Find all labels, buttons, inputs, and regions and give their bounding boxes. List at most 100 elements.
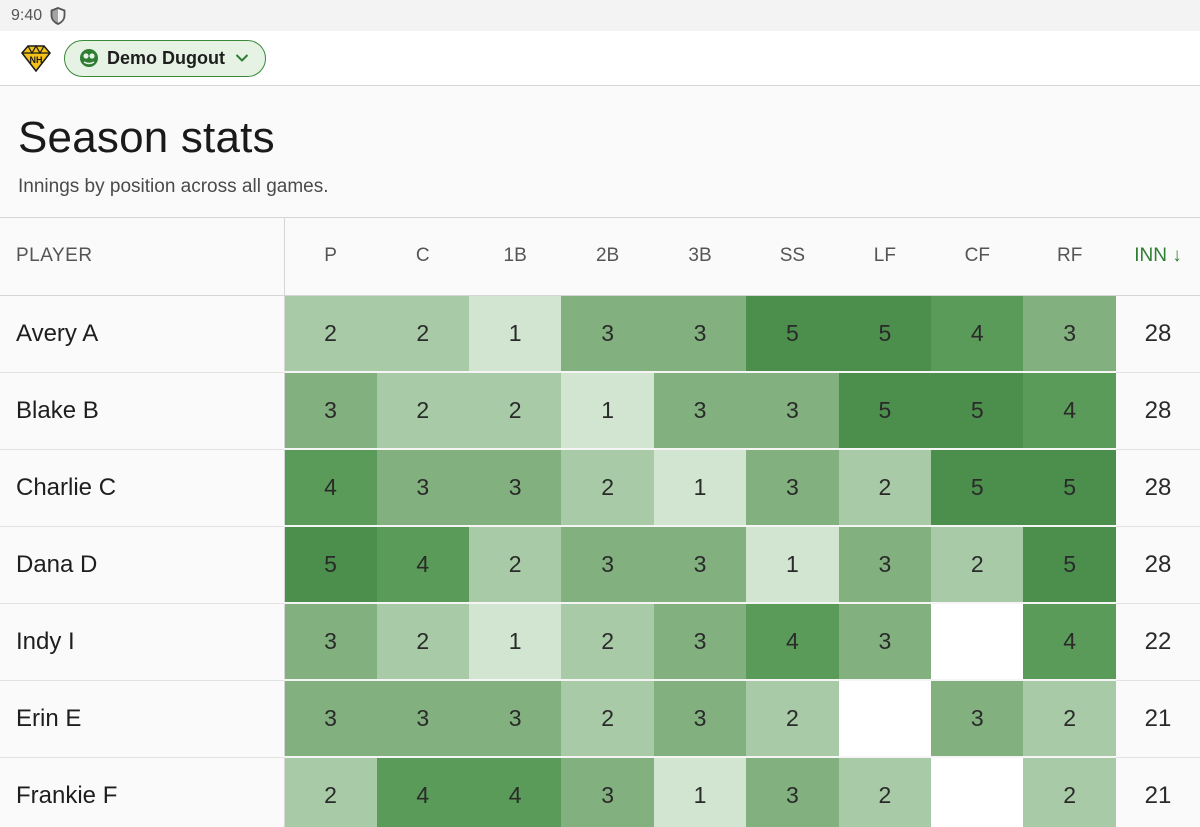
team-logo-icon[interactable]: NH [20,43,52,73]
column-header-cf[interactable]: CF [931,218,1024,296]
innings-cell: 2 [284,757,377,827]
column-header-ss[interactable]: SS [746,218,839,296]
innings-cell: 2 [838,449,932,527]
column-header-lf[interactable]: LF [838,218,932,296]
innings-cell: 4 [284,449,377,527]
page-subtitle: Innings by position across all games. [18,176,329,197]
status-bar: 9:40 [0,0,1200,31]
page-header: Season stats Innings by position across … [0,86,1200,218]
innings-cell: 2 [561,680,654,758]
innings-cell: 2 [468,372,562,450]
innings-cell: 3 [746,757,839,827]
svg-text:NH: NH [30,55,43,65]
innings-cell: 5 [838,372,932,450]
innings-cell [931,603,1024,681]
innings-cell: 4 [931,295,1024,373]
innings-cell: 2 [376,295,469,373]
innings-total: 28 [1115,295,1200,373]
innings-cell: 5 [746,295,839,373]
column-header-inn[interactable]: INN ↓ [1115,218,1200,296]
table-row[interactable]: Avery A 2 2 1 3 3 5 5 4 3 28 [0,295,1200,373]
column-header-2b[interactable]: 2B [561,218,654,296]
innings-cell: 3 [468,680,562,758]
innings-total: 22 [1115,603,1200,681]
innings-cell: 2 [376,603,469,681]
innings-cell: 1 [746,526,839,604]
innings-cell: 3 [284,603,377,681]
innings-cell: 3 [653,526,747,604]
column-header-c[interactable]: C [376,218,469,296]
page-title: Season stats [18,113,275,162]
innings-cell [838,680,932,758]
table-header-row: PLAYER P C 1B 2B 3B SS LF CF RF INN ↓ [0,218,1200,296]
innings-cell: 3 [468,449,562,527]
innings-cell: 3 [653,295,747,373]
innings-cell: 3 [838,526,932,604]
innings-cell: 5 [931,372,1024,450]
innings-cell: 3 [653,372,747,450]
table-row[interactable]: Erin E 3 3 3 2 3 2 3 2 21 [0,680,1200,758]
innings-cell: 1 [653,449,747,527]
innings-cell: 3 [653,680,747,758]
column-header-1b[interactable]: 1B [468,218,562,296]
baseball-icon [80,49,98,67]
innings-cell [931,757,1024,827]
column-header-rf[interactable]: RF [1023,218,1116,296]
table-row[interactable]: Frankie F 2 4 4 3 1 3 2 2 21 [0,757,1200,827]
player-name: Avery A [0,295,285,373]
table-row[interactable]: Dana D 5 4 2 3 3 1 3 2 5 28 [0,526,1200,604]
innings-cell: 4 [376,757,469,827]
innings-total: 28 [1115,449,1200,527]
innings-cell: 5 [838,295,932,373]
innings-cell: 5 [931,449,1024,527]
column-header-3b[interactable]: 3B [653,218,747,296]
column-header-player[interactable]: PLAYER [0,218,285,296]
innings-cell: 2 [1023,680,1116,758]
table-row[interactable]: Blake B 3 2 2 1 3 3 5 5 4 28 [0,372,1200,450]
innings-cell: 5 [1023,526,1116,604]
innings-cell: 3 [561,295,654,373]
innings-total: 28 [1115,526,1200,604]
innings-total: 28 [1115,372,1200,450]
innings-cell: 2 [468,526,562,604]
table-row[interactable]: Charlie C 4 3 3 2 1 3 2 5 5 28 [0,449,1200,527]
innings-cell: 3 [561,526,654,604]
status-time: 9:40 [11,6,43,24]
innings-cell: 4 [376,526,469,604]
app-bar: NH Demo Dugout [0,31,1200,86]
innings-cell: 4 [746,603,839,681]
innings-cell: 2 [838,757,932,827]
innings-cell: 3 [284,680,377,758]
innings-cell: 2 [746,680,839,758]
innings-cell: 1 [561,372,654,450]
innings-cell: 3 [746,449,839,527]
player-name: Charlie C [0,449,285,527]
shield-icon [50,6,66,25]
column-header-p[interactable]: P [284,218,377,296]
innings-cell: 1 [653,757,747,827]
innings-total: 21 [1115,680,1200,758]
team-name: Demo Dugout [107,47,225,68]
team-selector-button[interactable]: Demo Dugout [64,39,266,77]
innings-cell: 1 [468,295,562,373]
innings-cell: 3 [284,372,377,450]
innings-cell: 2 [561,603,654,681]
innings-cell: 3 [746,372,839,450]
innings-cell: 2 [931,526,1024,604]
player-name: Frankie F [0,757,285,827]
innings-cell: 1 [468,603,562,681]
innings-cell: 5 [284,526,377,604]
table-row[interactable]: Indy I 3 2 1 2 3 4 3 4 22 [0,603,1200,681]
innings-cell: 3 [653,603,747,681]
innings-cell: 3 [376,680,469,758]
innings-cell: 4 [468,757,562,827]
innings-cell: 2 [376,372,469,450]
innings-cell: 5 [1023,449,1116,527]
innings-cell: 4 [1023,372,1116,450]
innings-cell: 3 [376,449,469,527]
innings-cell: 4 [1023,603,1116,681]
innings-cell: 2 [1023,757,1116,827]
chevron-down-icon [235,54,249,62]
innings-cell: 3 [838,603,932,681]
